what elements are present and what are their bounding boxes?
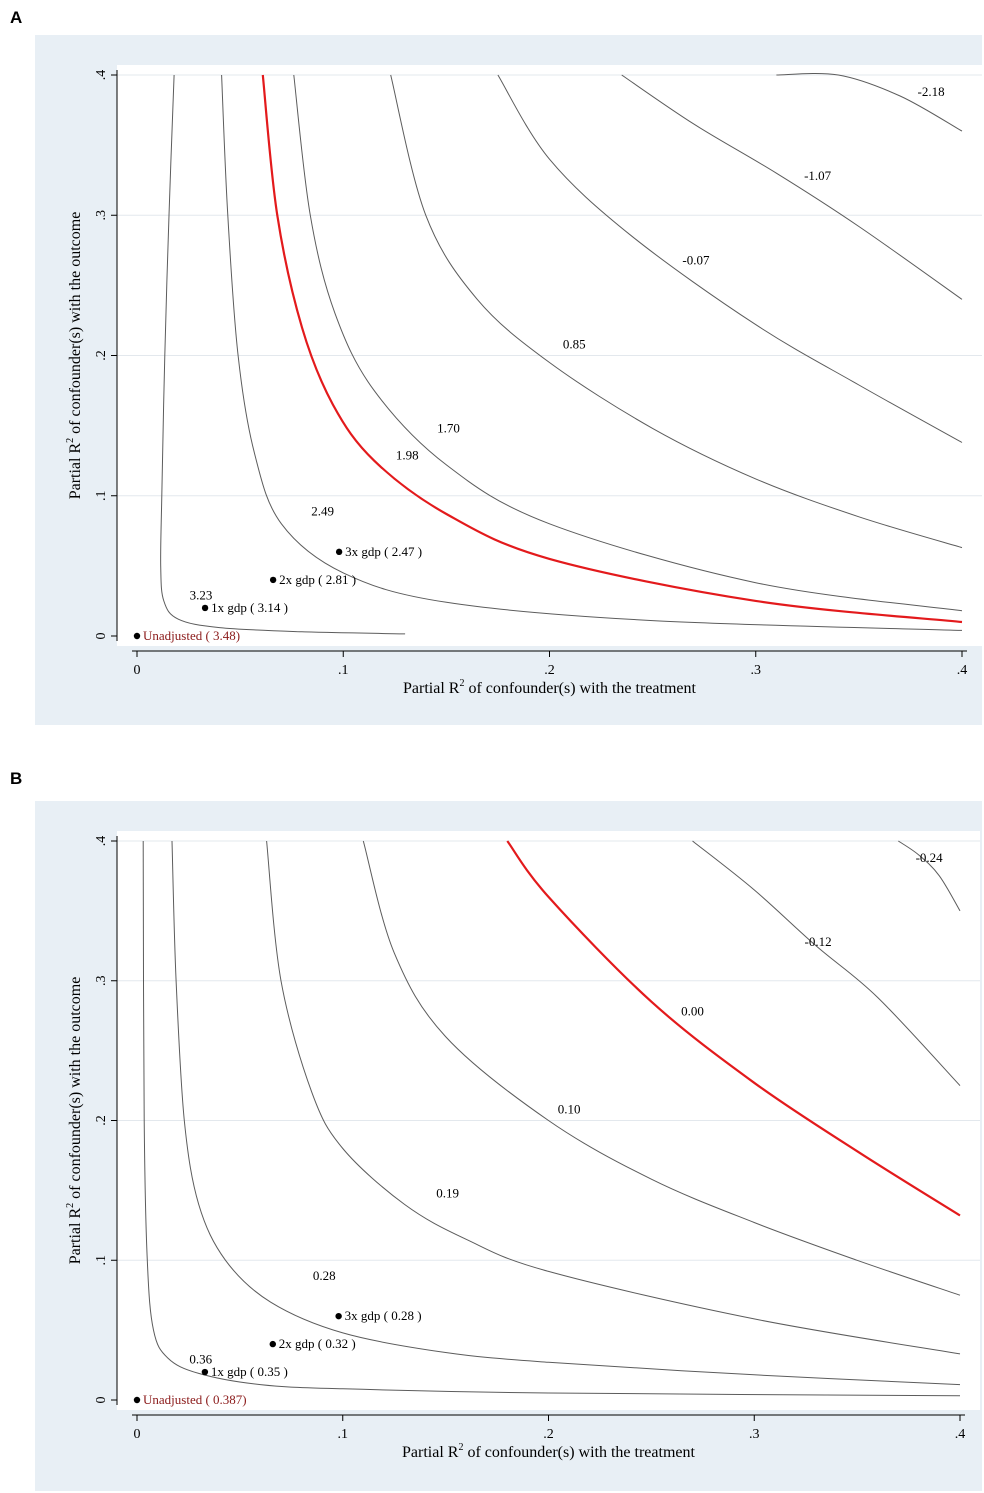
contour-label: 0.19 (436, 1185, 459, 1200)
contour-label: 0.28 (313, 1268, 336, 1283)
benchmark-label: 2x gdp ( 2.81 ) (279, 572, 356, 587)
contour-line (221, 74, 963, 631)
x-axis-title-sup: 2 (459, 678, 464, 689)
contour-line (362, 840, 961, 1296)
x-tick-label: .3 (751, 663, 762, 678)
x-tick-label: .2 (543, 1427, 554, 1442)
y-tick-label: .4 (94, 70, 109, 81)
contour-line (160, 74, 406, 635)
y-axis-title-main: Partial R (67, 1208, 84, 1265)
contour-line (776, 72, 963, 132)
contour-label: 0.10 (558, 1102, 581, 1117)
threshold-contour (261, 74, 963, 624)
benchmark-label: 2x gdp ( 0.32 ) (279, 1336, 356, 1351)
contour-label: -2.18 (918, 84, 945, 99)
y-axis-title: Partial R2 of confounder(s) with the out… (65, 212, 84, 500)
benchmark-point (201, 604, 209, 612)
y-axis-title-sup: 2 (65, 1203, 76, 1208)
benchmark-label: 1x gdp ( 3.14 ) (211, 600, 288, 615)
contour-label: -0.24 (916, 850, 944, 865)
x-tick-label: 0 (134, 663, 141, 678)
contour-label: -0.07 (682, 252, 710, 267)
y-tick-label: .3 (94, 976, 109, 987)
unadjusted-label: Unadjusted ( 0.387) (143, 1392, 247, 1407)
x-tick-label: .3 (749, 1427, 760, 1442)
benchmark-point (335, 548, 343, 556)
contour-line (293, 74, 963, 612)
x-tick-label: .4 (957, 663, 968, 678)
contour-line (171, 840, 961, 1386)
unadjusted-point (133, 1396, 141, 1404)
unadjusted-label: Unadjusted ( 3.48) (143, 628, 240, 643)
contour-label: 0.36 (189, 1352, 212, 1367)
benchmark-label: 1x gdp ( 0.35 ) (211, 1364, 288, 1379)
y-tick-label: 0 (94, 633, 109, 640)
benchmark-point (269, 1340, 276, 1348)
x-axis-title-rest: of confounder(s) with the treatment (464, 680, 696, 697)
y-axis-title-sup: 2 (65, 438, 76, 443)
x-tick-label: .1 (338, 663, 349, 678)
contour-label: 1.98 (396, 447, 419, 462)
y-tick-label: .2 (94, 1115, 109, 1126)
x-axis-title: Partial R2 of confounder(s) with the tre… (402, 1442, 695, 1461)
x-axis-title-rest: of confounder(s) with the treatment (463, 1444, 695, 1461)
benchmark-label: 3x gdp ( 0.28 ) (345, 1308, 422, 1323)
y-axis-title-rest: of confounder(s) with the outcome (67, 212, 84, 438)
unadjusted-point (133, 632, 141, 640)
contour-line (266, 840, 961, 1355)
benchmark-point (335, 1312, 342, 1320)
y-tick-label: .1 (94, 1255, 109, 1266)
x-axis-title-main: Partial R (402, 1444, 459, 1461)
benchmark-point (201, 1368, 209, 1376)
benchmark-point (269, 576, 277, 584)
y-axis-title-main: Partial R (67, 443, 84, 500)
contour-label: -0.12 (804, 934, 831, 949)
contour-line (692, 840, 961, 1086)
y-tick-label: 0 (94, 1397, 109, 1404)
contour-label: -1.07 (804, 168, 832, 183)
contour-label: 0.85 (563, 336, 586, 351)
contour-line (497, 74, 963, 443)
y-tick-label: .3 (94, 210, 109, 221)
x-axis-title-main: Partial R (403, 680, 460, 697)
x-tick-label: .1 (338, 1427, 349, 1442)
x-axis-title-sup: 2 (458, 1442, 463, 1453)
y-axis-title: Partial R2 of confounder(s) with the out… (65, 977, 84, 1265)
contour-line (142, 840, 961, 1397)
contour-line (390, 74, 963, 549)
contour-label: 1.70 (437, 421, 460, 436)
y-tick-label: .4 (94, 836, 109, 847)
y-axis-title-rest: of confounder(s) with the outcome (67, 977, 84, 1203)
benchmark-label: 3x gdp ( 2.47 ) (345, 544, 422, 559)
x-axis-title: Partial R2 of confounder(s) with the tre… (403, 678, 696, 697)
y-tick-label: .2 (94, 350, 109, 361)
contour-label: 2.49 (311, 503, 334, 518)
contour-line (621, 74, 963, 300)
threshold-contour (506, 840, 961, 1217)
panel-label-b: B (10, 769, 23, 788)
x-tick-label: .2 (544, 663, 555, 678)
x-tick-label: .4 (955, 1427, 966, 1442)
panel-label-a: A (10, 8, 23, 27)
y-tick-label: .1 (94, 491, 109, 502)
contour-line (898, 840, 961, 912)
contour-label: 3.23 (190, 588, 213, 603)
x-tick-label: 0 (134, 1427, 141, 1442)
contour-label: 0.00 (681, 1004, 704, 1019)
